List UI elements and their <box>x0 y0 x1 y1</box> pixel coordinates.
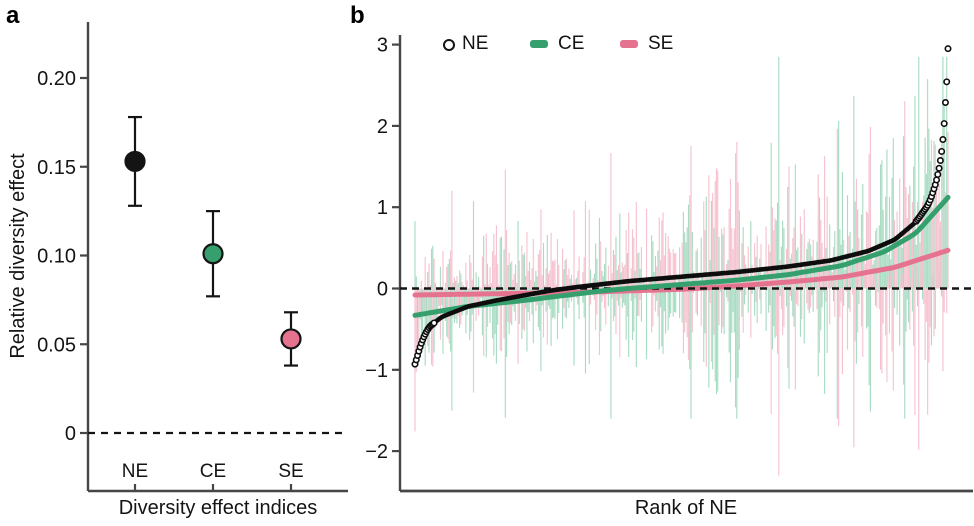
ne-open-circle <box>936 157 944 165</box>
panel-b-y-tick-label: −1 <box>365 360 388 382</box>
point-ce <box>202 243 224 265</box>
ne-open-circle <box>430 319 438 327</box>
panel-a-y-tick-label: 0.10 <box>37 246 76 268</box>
panel-b-y-tick-label: 2 <box>377 116 388 138</box>
legend-ce-swatch-icon <box>530 40 548 48</box>
panel-a-x-tick-label: SE <box>278 461 303 482</box>
point-se <box>280 328 302 350</box>
ne-curve <box>428 212 924 329</box>
panel-a-y-tick-label: 0.20 <box>37 68 76 90</box>
ne-open-circle <box>940 120 948 128</box>
panel-b-label: b <box>350 2 365 29</box>
panel-a-y-tick-label: 0.15 <box>37 157 76 179</box>
panel-a-y-tick-label: 0 <box>65 423 76 445</box>
legend-se-swatch-icon <box>620 40 638 48</box>
ne-open-circle <box>941 98 949 106</box>
legend-ne-label: NE <box>462 33 489 54</box>
legend-ne-open-circle-icon <box>443 39 455 51</box>
point-ne <box>124 150 146 173</box>
ne-open-circle <box>933 176 941 184</box>
legend-ce-label: CE <box>558 33 585 54</box>
ne-open-circle <box>934 170 942 178</box>
panel-a-x-tick-label: CE <box>200 461 226 482</box>
ne-open-circle <box>938 147 946 155</box>
panel-b-x-axis-title: Rank of NE <box>634 497 738 519</box>
ne-open-circle <box>944 45 952 53</box>
panel-a-label: a <box>6 2 20 29</box>
legend-se-label: SE <box>648 33 674 54</box>
panel-a-x-axis-title: Diversity effect indices <box>118 497 318 519</box>
panel-b-y-tick-label: 0 <box>377 279 388 301</box>
ne-open-circle <box>939 135 947 143</box>
panel-b-y-tick-label: −2 <box>365 441 388 463</box>
panel-b-y-tick-label: 3 <box>377 35 388 57</box>
ne-open-circle <box>935 164 943 172</box>
panel-b-y-tick-label: 1 <box>377 197 388 219</box>
panel-a-y-axis-title: Relative diversity effect <box>7 153 29 359</box>
panel-a-x-tick-label: NE <box>122 461 148 482</box>
ne-open-circle <box>943 78 951 86</box>
panel-a-y-tick-label: 0.05 <box>37 334 76 356</box>
ce-trend-curve <box>412 194 951 318</box>
